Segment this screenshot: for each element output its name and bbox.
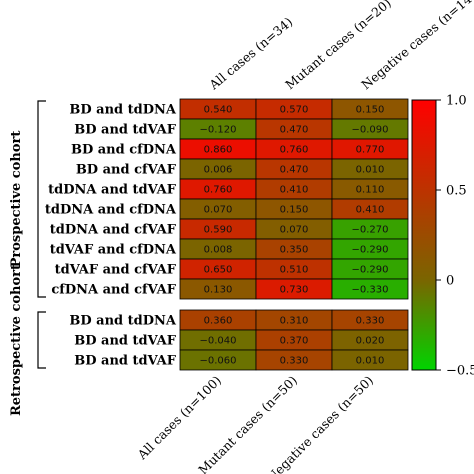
- row-label: BD and tdVAF: [74, 123, 177, 138]
- cell-value-label: −0.330: [351, 285, 388, 296]
- cell-value-label: 0.360: [204, 316, 233, 327]
- group-label: Retrospective cohort: [9, 264, 24, 416]
- row-label: tdVAF and cfDNA: [50, 243, 177, 258]
- heatmap-cell: [331, 278, 409, 300]
- colorbar-tick-label: 0: [446, 274, 454, 289]
- colorbar-tick-label: 1.0: [446, 94, 467, 109]
- row-label: BD and cfDNA: [71, 143, 177, 158]
- row-label: BD and tdVAF: [74, 334, 177, 349]
- row-label: tdDNA and cfDNA: [45, 203, 177, 218]
- cell-value-label: −0.090: [351, 125, 388, 136]
- cell-value-label: 0.760: [204, 185, 233, 196]
- cell-value-label: 0.860: [204, 145, 233, 156]
- cell-value-label: 0.010: [356, 165, 385, 176]
- cell-value-label: 0.410: [280, 185, 309, 196]
- colorbar: 1.0 0.5 0 −0.5: [411, 94, 474, 379]
- cell-value-label: 0.730: [280, 285, 309, 296]
- cell-value-label: 0.540: [204, 105, 233, 116]
- row-label: tdDNA and tdVAF: [48, 183, 177, 198]
- cell-value-label: 0.150: [356, 105, 385, 116]
- row-label: BD and tdDNA: [69, 314, 177, 329]
- row-label: BD and tdDNA: [69, 103, 177, 118]
- cell-value-label: 0.070: [204, 205, 233, 216]
- heatmap-cells: [179, 98, 409, 371]
- cell-value-label: 0.650: [204, 265, 233, 276]
- colorbar-gradient: [411, 99, 437, 371]
- row-label: BD and tdVAF: [74, 354, 177, 369]
- cell-value-label: −0.290: [351, 245, 388, 256]
- cell-value-label: 0.070: [280, 225, 309, 236]
- cell-value-label: 0.020: [356, 336, 385, 347]
- colorbar-tick-label: −0.5: [446, 364, 474, 379]
- cell-value-label: −0.060: [199, 356, 236, 367]
- cell-value-label: −0.290: [351, 265, 388, 276]
- cell-value-label: 0.150: [280, 205, 309, 216]
- cell-value-label: 0.370: [280, 336, 309, 347]
- cell-value-label: 0.330: [280, 356, 309, 367]
- cell-value-label: −0.040: [199, 336, 236, 347]
- group-bracket: [37, 100, 46, 298]
- row-label: BD and cfVAF: [76, 163, 177, 178]
- cell-value-label: 0.008: [204, 245, 233, 256]
- column-label-bottom: All cases (n=100): [134, 373, 224, 463]
- cell-value-label: 0.470: [280, 165, 309, 176]
- group-bracket: [37, 311, 46, 369]
- row-label: tdVAF and cfVAF: [55, 263, 177, 278]
- cell-value-label: 0.010: [356, 356, 385, 367]
- cell-value-label: 0.510: [280, 265, 309, 276]
- colorbar-tick-label: 0.5: [446, 184, 467, 199]
- cell-value-label: 0.590: [204, 225, 233, 236]
- cell-value-label: 0.350: [280, 245, 309, 256]
- cell-value-label: 0.006: [204, 165, 233, 176]
- cell-value-label: 0.410: [356, 205, 385, 216]
- cell-value-label: 0.110: [356, 185, 385, 196]
- row-label: tdDNA and cfVAF: [50, 223, 177, 238]
- cell-value-label: 0.570: [280, 105, 309, 116]
- cell-value-label: 0.330: [356, 316, 385, 327]
- cell-value-label: 0.130: [204, 285, 233, 296]
- cell-value-label: 0.760: [280, 145, 309, 156]
- heatmap-cell: [331, 349, 409, 371]
- cell-value-label: 0.310: [280, 316, 309, 327]
- cell-value-label: 0.770: [356, 145, 385, 156]
- cell-value-label: −0.120: [199, 125, 236, 136]
- cell-value-label: 0.470: [280, 125, 309, 136]
- cell-value-label: −0.270: [351, 225, 388, 236]
- group-label: Prospective cohort: [9, 131, 24, 268]
- row-label: cfDNA and cfVAF: [51, 283, 176, 298]
